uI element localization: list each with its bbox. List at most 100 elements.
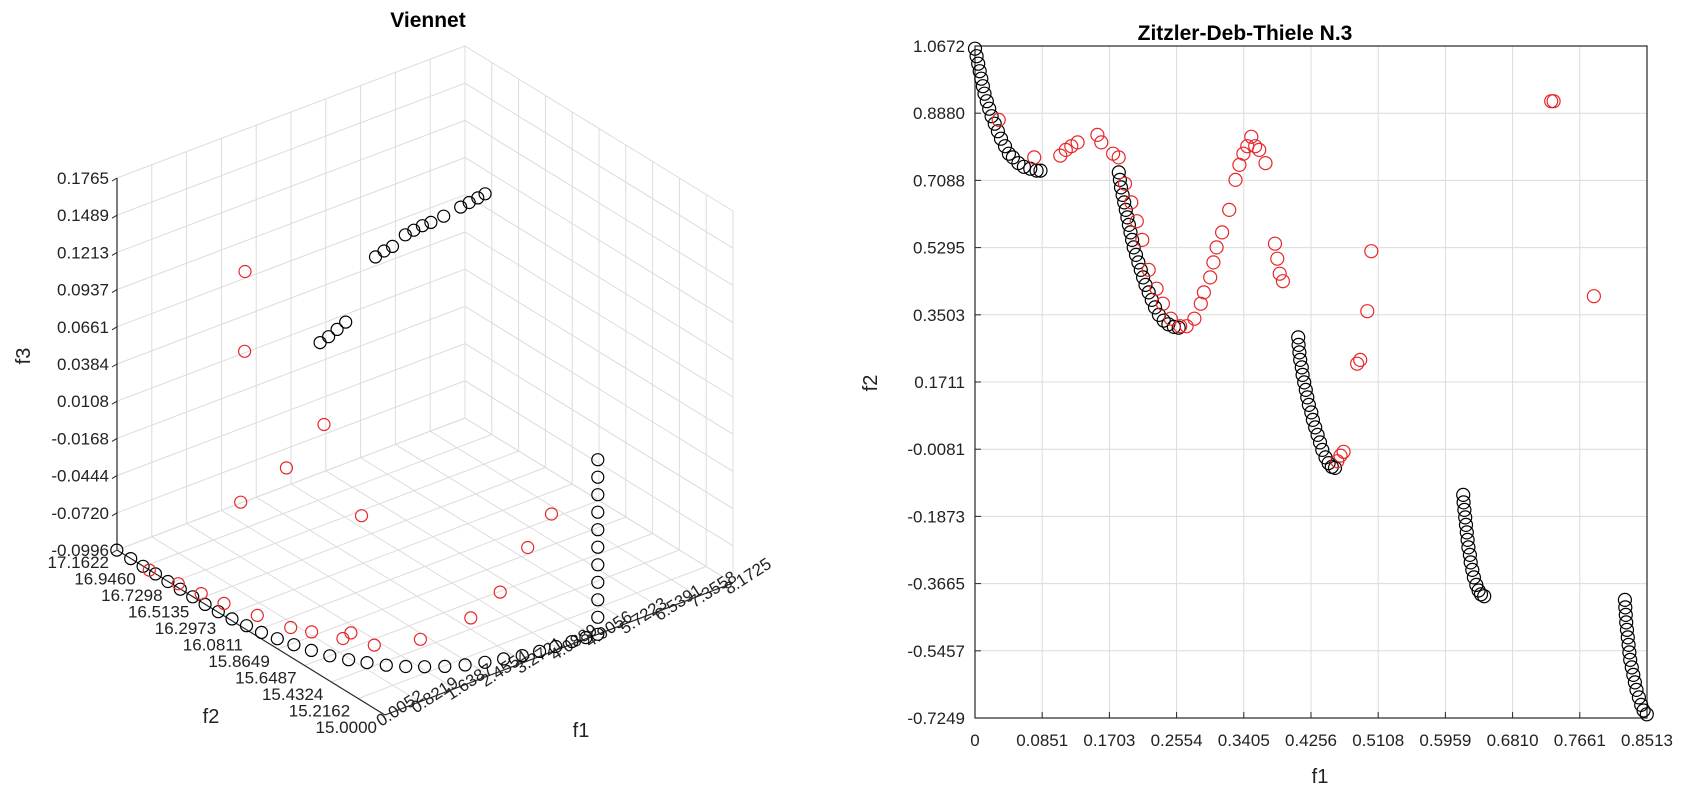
zdt3-data-point xyxy=(1620,630,1635,645)
viennet-data-point xyxy=(399,659,413,674)
zdt3-y-tick-label: 0.3503 xyxy=(913,306,965,325)
viennet-data-point xyxy=(254,625,269,640)
viennet-wall-gridline xyxy=(464,231,734,398)
zdt3-data-point xyxy=(1244,129,1259,144)
zdt3-data-point xyxy=(1173,319,1188,334)
zdt3-data-point xyxy=(1618,607,1633,623)
zdt3-data-point xyxy=(1111,165,1126,180)
zdt3-data-point xyxy=(1333,448,1348,463)
zdt3-data-point xyxy=(1473,587,1489,602)
viennet-plot: -0.0996 -0.0720 -0.0444 -0.0168 0.0108 0.0384… xyxy=(13,9,775,742)
viennet-data-point xyxy=(110,543,124,557)
zdt3-data-point xyxy=(1618,600,1633,615)
viennet-data-point xyxy=(591,558,605,572)
viennet-data-point xyxy=(360,655,374,670)
zdt3-data-point xyxy=(972,64,987,79)
viennet-data-point xyxy=(238,264,252,279)
zdt3-data-point xyxy=(1117,195,1132,210)
zdt3-y-tick-label: 0.5295 xyxy=(913,239,965,258)
viennet-data-point xyxy=(367,638,381,652)
viennet-wall-gridline xyxy=(464,157,734,324)
viennet-z-tick-label: 0.1765 xyxy=(57,169,109,188)
zdt3-data-point xyxy=(1627,675,1643,690)
zdt3-data-point xyxy=(975,79,991,94)
zdt3-data-point xyxy=(1163,311,1178,326)
zdt3-data-point xyxy=(1310,427,1325,442)
viennet-floor-gridline xyxy=(197,467,546,600)
zdt3-data-point xyxy=(1546,94,1561,109)
viennet-data-point xyxy=(565,634,579,649)
viennet-data-point xyxy=(497,652,511,666)
zdt3-data-point xyxy=(1129,214,1144,229)
viennet-data-point xyxy=(591,540,605,554)
zdt3-x-tick-label: 0 xyxy=(970,731,979,750)
zdt3-data-point xyxy=(1460,532,1475,548)
viennet-wall-gridline xyxy=(464,194,734,361)
zdt3-data-point xyxy=(1123,225,1138,240)
zdt3-data-point xyxy=(1267,236,1283,251)
viennet-wall-gridline xyxy=(116,157,466,291)
zdt3-data-point xyxy=(1295,367,1310,382)
viennet-data-point xyxy=(579,630,593,645)
zdt3-data-point xyxy=(1272,266,1287,281)
zdt3-data-point xyxy=(1115,187,1130,202)
zdt3-data-point xyxy=(1619,622,1635,638)
zdt3-data-point xyxy=(993,131,1009,146)
zdt3-data-point xyxy=(1001,146,1017,161)
viennet-floor-gridline xyxy=(224,483,573,617)
viennet-data-point xyxy=(407,223,421,237)
zdt3-data-point xyxy=(1298,382,1313,397)
zdt3-data-point xyxy=(1292,345,1307,360)
viennet-data-point xyxy=(142,563,156,577)
viennet-data-point xyxy=(238,344,252,358)
zdt3-data-point xyxy=(1027,150,1042,165)
zdt3-data-point xyxy=(1461,540,1476,555)
zdt3-data-point xyxy=(1293,352,1308,367)
viennet-y-tick-labels: 15.000015.216215.432415.648715.864916.08… xyxy=(48,553,377,737)
viennet-z-tick xyxy=(111,363,118,368)
zdt3-x-axis-label: f1 xyxy=(1312,766,1329,788)
zdt3-data-point xyxy=(1631,690,1647,705)
zdt3-data-point xyxy=(1456,495,1471,510)
zdt3-data-point xyxy=(1327,460,1343,475)
zdt3-data-point xyxy=(1171,320,1186,335)
viennet-data-point xyxy=(591,575,605,589)
viennet-floor-gridline xyxy=(325,470,595,637)
zdt3-x-tick-label: 0.7661 xyxy=(1554,731,1606,750)
zdt3-data-point xyxy=(997,139,1013,154)
viennet-data-point xyxy=(515,648,529,663)
zdt3-data-point xyxy=(1624,660,1639,675)
viennet-data-point xyxy=(322,330,336,344)
zdt3-data-point xyxy=(1149,281,1164,296)
zdt3-x-tick-label: 0.6810 xyxy=(1487,731,1539,750)
zdt3-data-point xyxy=(1131,255,1146,270)
zdt3-y-tick-labels: -0.7249 -0.5457 -0.3665 -0.1873 -0.0081 0.171… xyxy=(907,37,981,728)
zdt3-data-point xyxy=(974,71,989,86)
viennet-z-tick xyxy=(111,251,118,256)
viennet-x-tick-labels: 0.00520.82191.63872.45543.27214.08894.90… xyxy=(373,554,775,730)
zdt3-x-tick-labels: 0 0.0851 0.1703 0.2554 0.3405 0.4256 0.5108 0.5… xyxy=(970,712,1673,750)
zdt3-data-point xyxy=(1141,262,1156,277)
zdt3-data-point xyxy=(1124,195,1139,210)
zdt3-data-point xyxy=(1364,244,1379,259)
viennet-data-point xyxy=(171,577,185,591)
viennet-floor-gridline xyxy=(250,500,600,633)
zdt3-y-tick-label: -0.7249 xyxy=(907,709,965,728)
viennet-wall-gridline xyxy=(116,119,466,253)
viennet-wall-gridline xyxy=(464,119,734,286)
zdt3-data-point xyxy=(1305,412,1321,427)
viennet-data-point xyxy=(317,417,331,432)
zdt3-x-tick-label: 0.4256 xyxy=(1285,731,1337,750)
viennet-data-point xyxy=(591,453,605,467)
viennet-data-point xyxy=(521,540,535,555)
zdt3-data-point xyxy=(979,94,994,109)
zdt3-data-point xyxy=(1304,405,1319,420)
viennet-z-tick xyxy=(111,289,118,294)
viennet-data-point xyxy=(342,653,356,667)
zdt3-data-point xyxy=(1121,217,1137,232)
zdt3-data-point xyxy=(1120,210,1135,225)
viennet-data-point xyxy=(413,632,427,646)
viennet-wall-gridline xyxy=(464,45,734,212)
zdt3-data-point xyxy=(1456,487,1471,502)
